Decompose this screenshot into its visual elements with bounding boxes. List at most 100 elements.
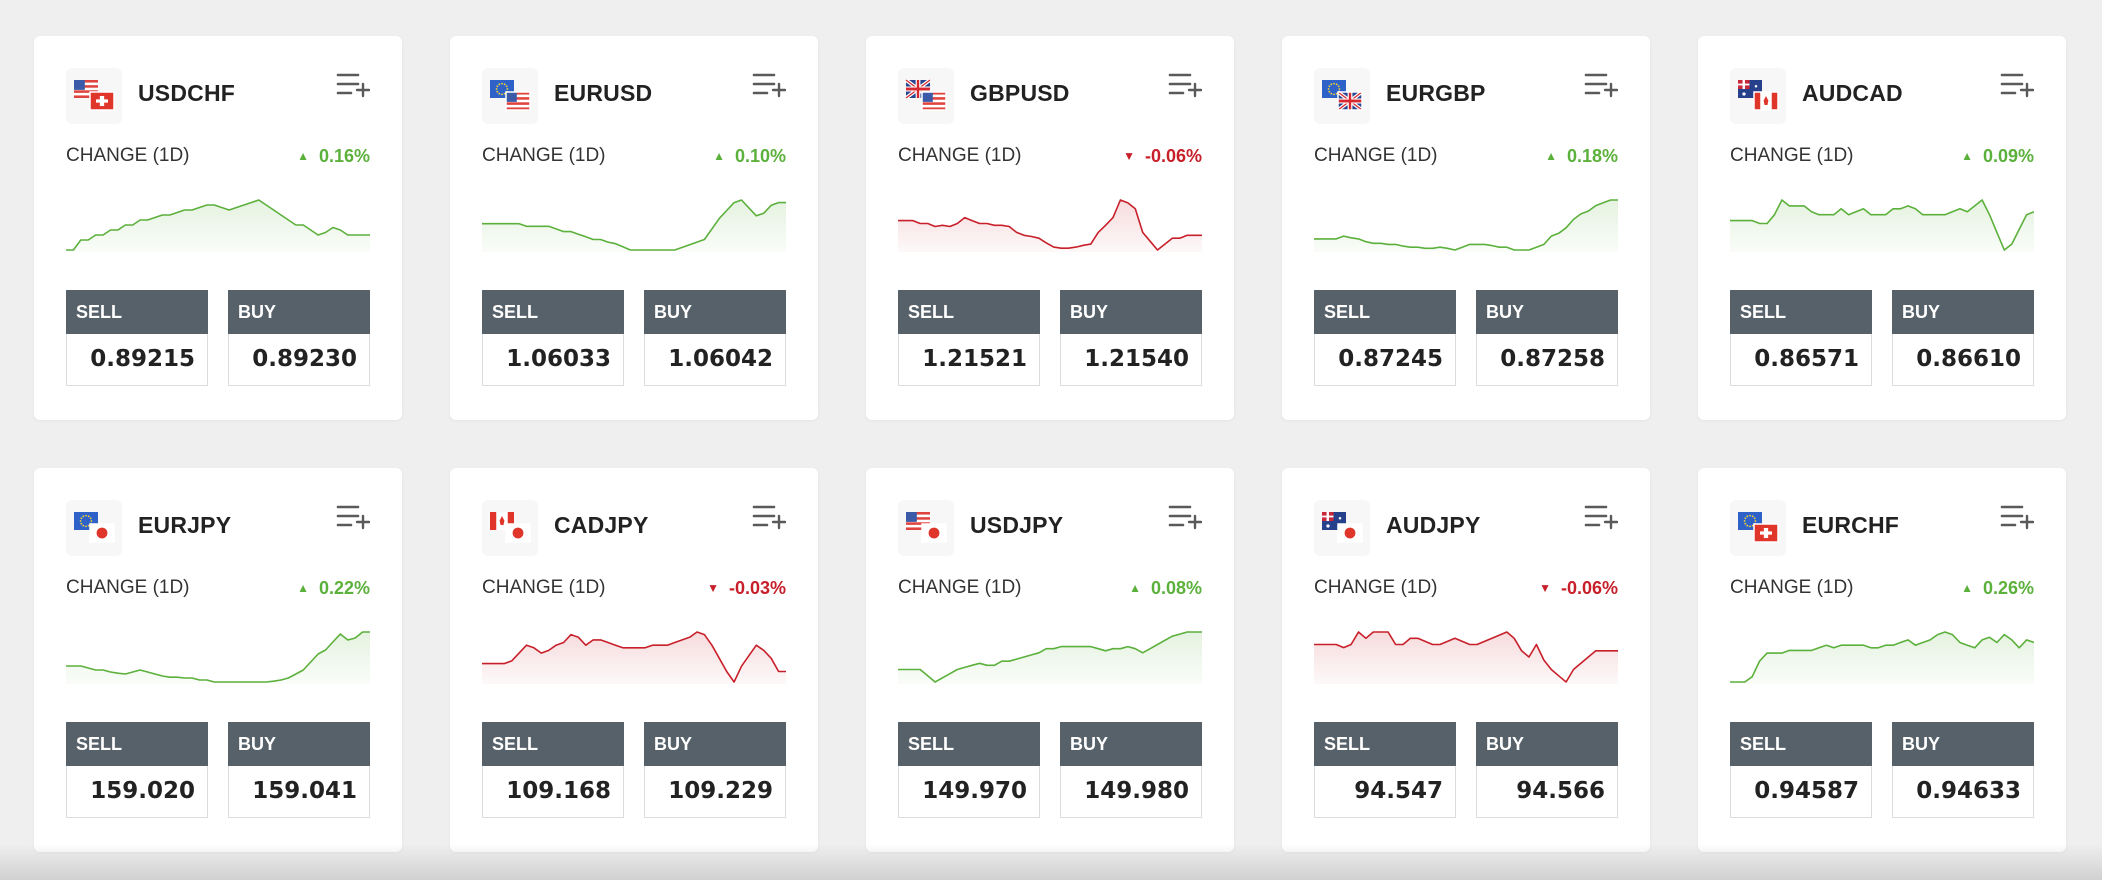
sparkline-area [898,200,1202,252]
change-value: ▼ -0.06% [1123,146,1202,167]
sparkline-area [1314,632,1618,684]
pair-name: EURUSD [554,80,653,106]
sparkline-chart [898,196,1202,257]
sell-price: 1.06033 [482,334,624,386]
buy-label: BUY [1892,722,2034,766]
sparkline-chart [482,196,786,257]
change-percent: 0.18% [1566,146,1618,166]
add-to-watchlist-icon[interactable] [752,502,787,532]
sell-button[interactable]: SELL 0.86571 [1730,290,1872,386]
change-value: ▲ 0.18% [1545,146,1618,167]
sparkline-chart [482,628,786,689]
sell-button[interactable]: SELL 149.970 [898,722,1040,818]
sell-button[interactable]: SELL 94.547 [1314,722,1456,818]
pair-name: CADJPY [554,512,649,538]
sparkline-area [1730,200,2034,252]
buy-button[interactable]: BUY 0.87258 [1476,290,1618,386]
instrument-card[interactable]: EURJPY CHANGE (1D) ▲ 0.22% SELL 159.020 B… [34,468,402,852]
sell-button[interactable]: SELL 0.87245 [1314,290,1456,386]
add-to-watchlist-icon[interactable] [1584,502,1619,532]
add-to-watchlist-icon[interactable] [336,70,371,100]
change-label: CHANGE (1D) [66,145,190,166]
buy-price: 0.86610 [1892,334,2034,386]
sell-price: 0.89215 [66,334,208,386]
buy-price: 1.21540 [1060,334,1202,386]
add-to-watchlist-icon[interactable] [752,70,787,100]
buy-button[interactable]: BUY 1.21540 [1060,290,1202,386]
buy-button[interactable]: BUY 109.229 [644,722,786,818]
sell-button[interactable]: SELL 1.21521 [898,290,1040,386]
change-percent: 0.22% [318,578,370,598]
sell-price: 94.547 [1314,766,1456,818]
sell-button[interactable]: SELL 1.06033 [482,290,624,386]
pair-flags-icon [1730,68,1786,124]
sell-price: 109.168 [482,766,624,818]
change-value: ▼ -0.03% [707,578,786,599]
sell-label: SELL [898,722,1040,766]
sell-button[interactable]: SELL 109.168 [482,722,624,818]
sparkline-area [482,632,786,684]
change-percent: -0.03% [728,578,786,598]
triangle-up-icon: ▲ [1129,581,1141,595]
triangle-up-icon: ▲ [297,581,309,595]
instrument-card[interactable]: AUDJPY CHANGE (1D) ▼ -0.06% SELL 94.547 B… [1282,468,1650,852]
sell-button[interactable]: SELL 0.94587 [1730,722,1872,818]
add-to-watchlist-icon[interactable] [1168,70,1203,100]
buy-button[interactable]: BUY 149.980 [1060,722,1202,818]
instrument-card[interactable]: USDCHF CHANGE (1D) ▲ 0.16% SELL 0.89215 B… [34,36,402,420]
sell-button[interactable]: SELL 0.89215 [66,290,208,386]
buy-label: BUY [228,722,370,766]
instrument-card[interactable]: AUDCAD CHANGE (1D) ▲ 0.09% SELL 0.86571 B… [1698,36,2066,420]
sparkline-chart [66,628,370,689]
change-label: CHANGE (1D) [1730,145,1854,166]
buy-button[interactable]: BUY 159.041 [228,722,370,818]
buy-button[interactable]: BUY 0.86610 [1892,290,2034,386]
pair-flags-icon [482,68,538,124]
add-to-watchlist-icon[interactable] [336,502,371,532]
sell-label: SELL [482,290,624,334]
sell-button[interactable]: SELL 159.020 [66,722,208,818]
change-value: ▲ 0.09% [1961,146,2034,167]
add-to-watchlist-icon[interactable] [1584,70,1619,100]
buy-button[interactable]: BUY 0.94633 [1892,722,2034,818]
instrument-card[interactable]: EURGBP CHANGE (1D) ▲ 0.18% SELL 0.87245 B… [1282,36,1650,420]
sparkline-chart [898,628,1202,689]
buy-price: 109.229 [644,766,786,818]
change-value: ▼ -0.06% [1539,578,1618,599]
sparkline-chart [1730,196,2035,257]
pair-flags-icon [1730,500,1786,556]
pair-flags-icon [1314,500,1370,556]
sell-label: SELL [482,722,624,766]
pair-name: GBPUSD [970,80,1070,106]
instrument-card[interactable]: EURCHF CHANGE (1D) ▲ 0.26% SELL 0.94587 B… [1698,468,2066,852]
sell-price: 0.86571 [1730,334,1872,386]
change-percent: 0.09% [1982,146,2034,166]
buy-button[interactable]: BUY 1.06042 [644,290,786,386]
sparkline-chart [1730,628,2035,689]
sell-label: SELL [1314,722,1456,766]
add-to-watchlist-icon[interactable] [2000,502,2035,532]
change-percent: 0.10% [734,146,786,166]
add-to-watchlist-icon[interactable] [2000,70,2035,100]
buy-button[interactable]: BUY 94.566 [1476,722,1618,818]
change-label: CHANGE (1D) [1314,577,1438,598]
instrument-card[interactable]: CADJPY CHANGE (1D) ▼ -0.03% SELL 109.168 … [450,468,818,852]
instrument-card[interactable]: GBPUSD CHANGE (1D) ▼ -0.06% SELL 1.21521 … [866,36,1234,420]
sparkline-area [1314,200,1618,252]
change-value: ▲ 0.26% [1961,578,2034,599]
triangle-down-icon: ▼ [1123,149,1135,163]
add-to-watchlist-icon[interactable] [1168,502,1203,532]
buy-label: BUY [1060,290,1202,334]
triangle-down-icon: ▼ [1539,581,1551,595]
triangle-up-icon: ▲ [297,149,309,163]
sell-label: SELL [1730,722,1872,766]
pair-name: EURJPY [138,512,232,538]
pair-flags-icon [66,500,122,556]
buy-button[interactable]: BUY 0.89230 [228,290,370,386]
instrument-card[interactable]: EURUSD CHANGE (1D) ▲ 0.10% SELL 1.06033 B… [450,36,818,420]
pair-name: AUDCAD [1802,80,1903,106]
instrument-card[interactable]: USDJPY CHANGE (1D) ▲ 0.08% SELL 149.970 B… [866,468,1234,852]
sparkline-line [482,199,786,251]
sell-price: 0.87245 [1314,334,1456,386]
sparkline-area [1730,632,2034,684]
